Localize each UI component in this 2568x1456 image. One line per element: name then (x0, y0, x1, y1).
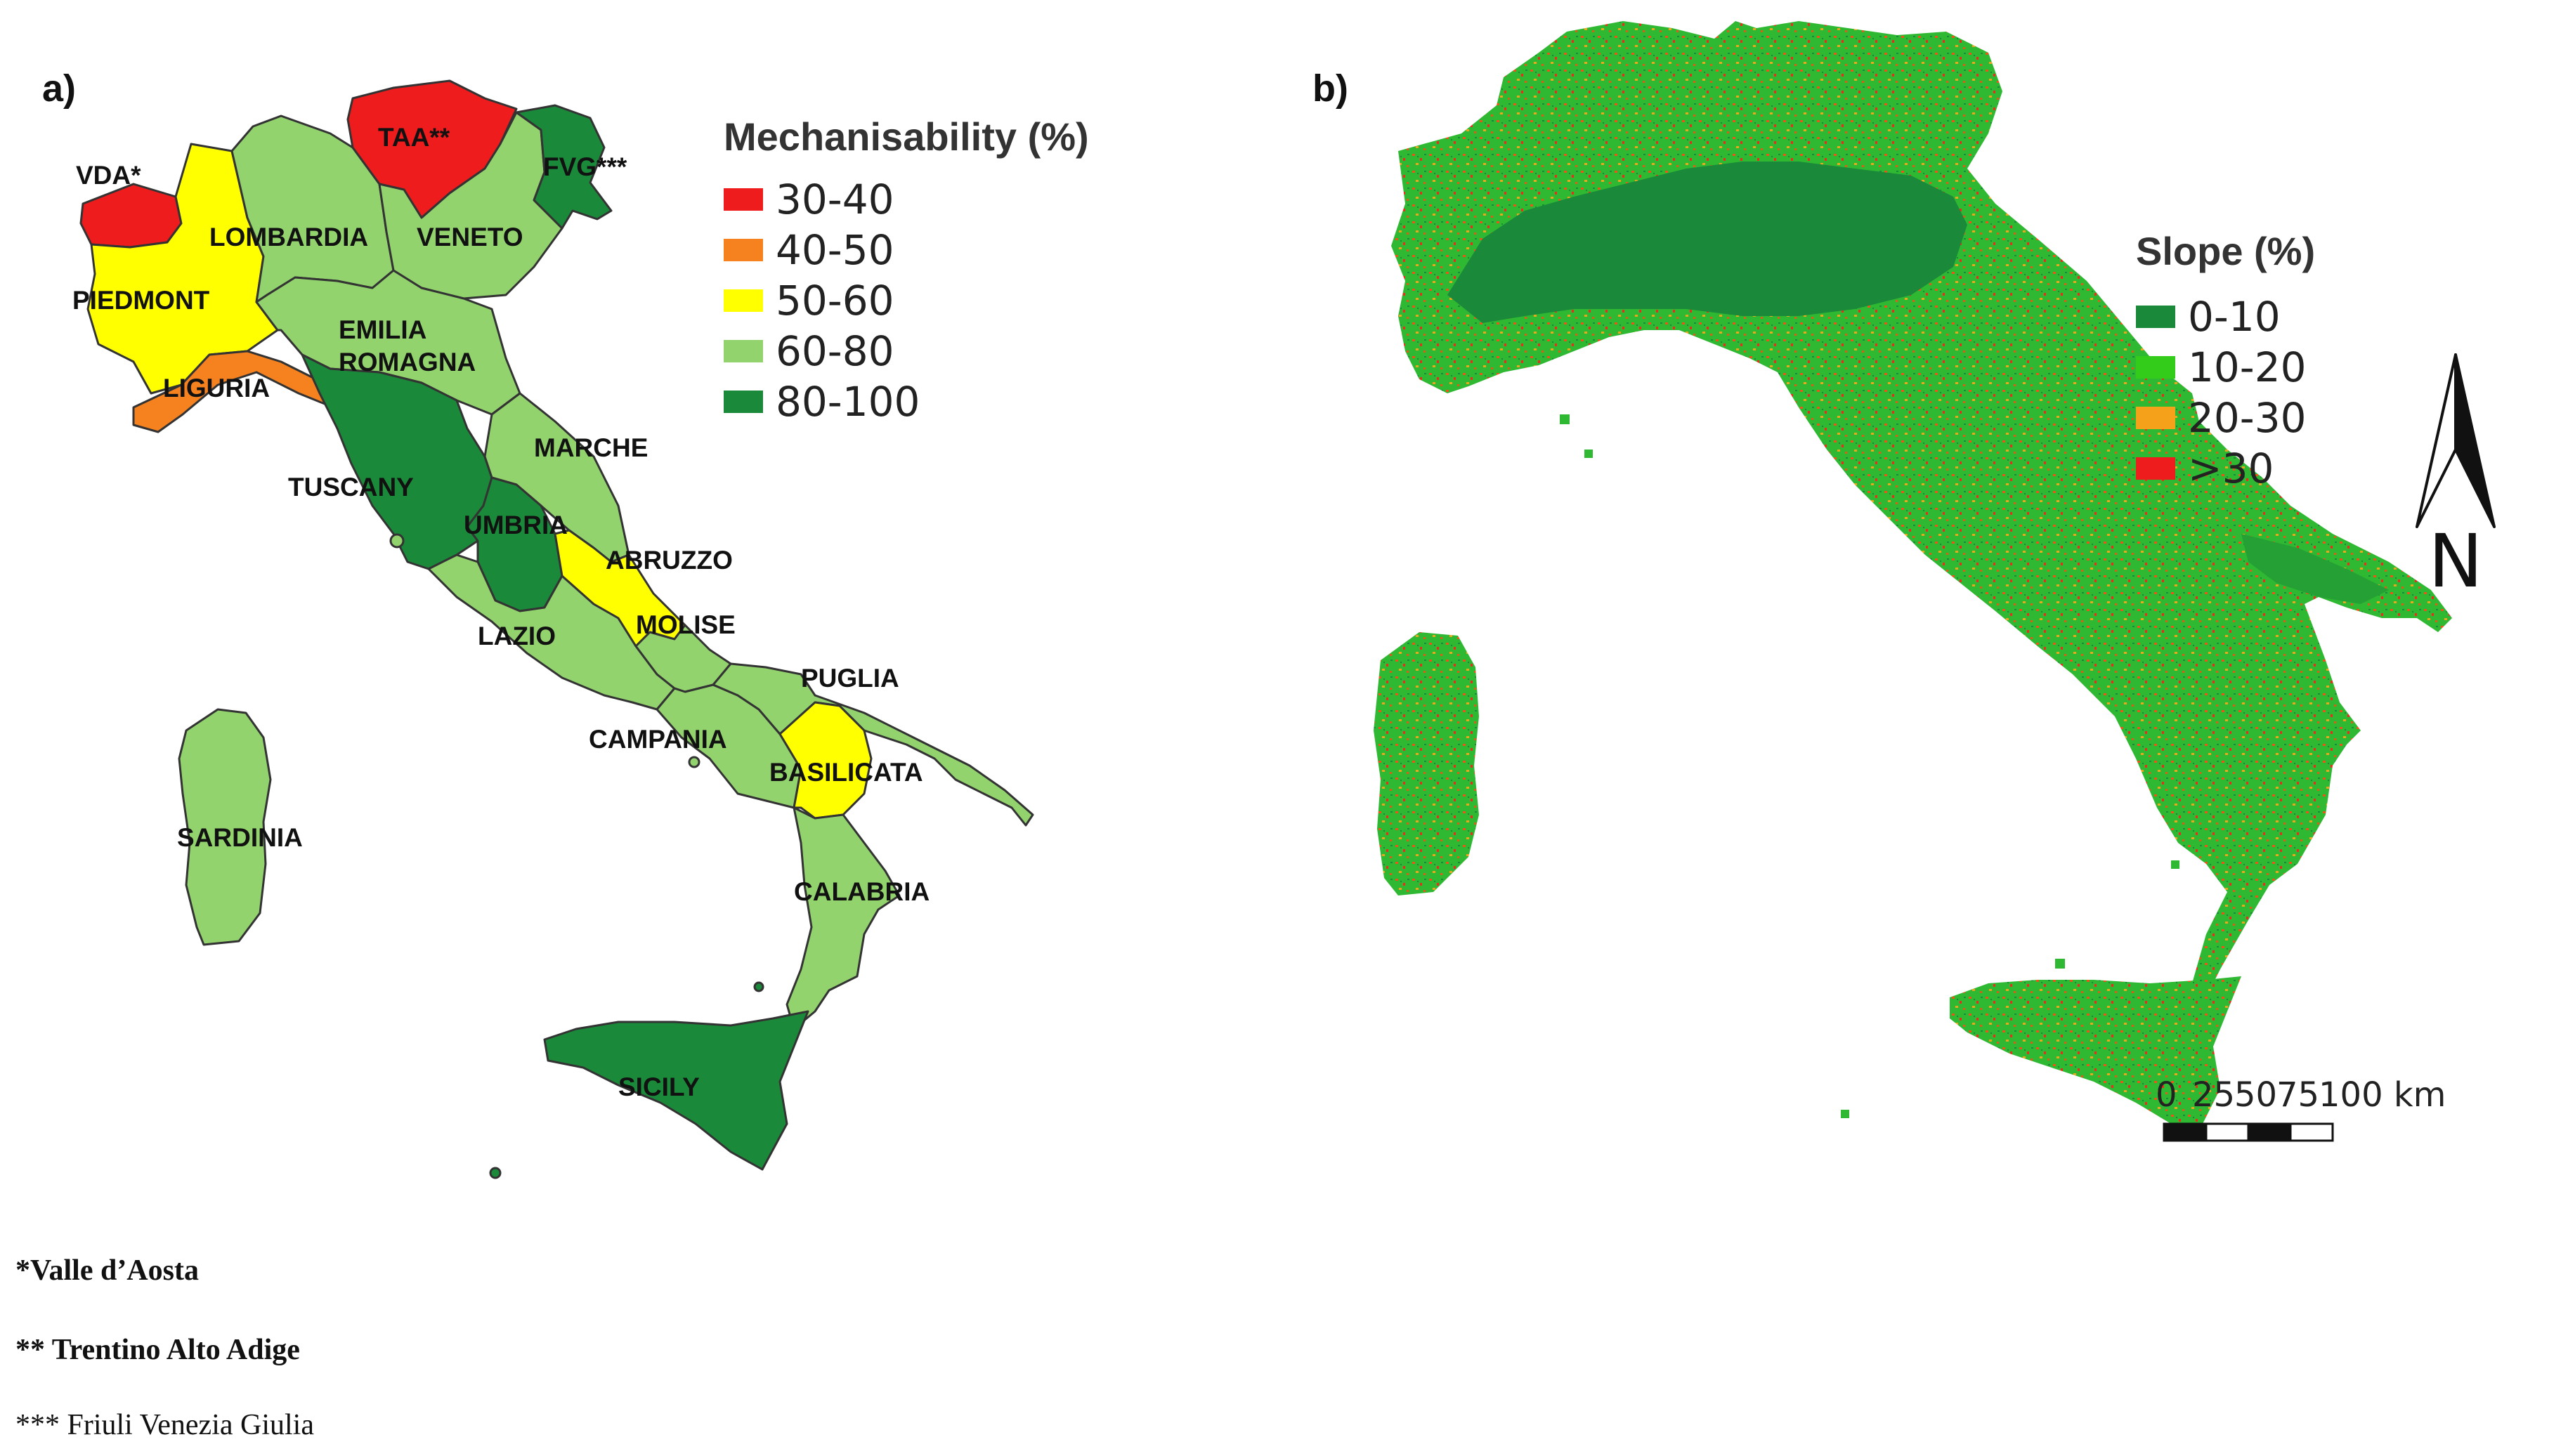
slope-legend-title: Slope (%) (2136, 229, 2316, 273)
slope-legend-swatch (2136, 407, 2175, 429)
slope-legend-label: >30 (2188, 445, 2274, 492)
footnote-vda: *Valle d’Aosta (15, 1254, 199, 1287)
mechanisability-legend-swatch (724, 188, 763, 211)
label-sicily: SICILY (618, 1073, 700, 1101)
mechanisability-legend-swatch (724, 239, 763, 261)
scale-tick-100: 100 km (2319, 1075, 2446, 1115)
slope-legend-item: 0-10 (2136, 291, 2307, 342)
slope-legend-item: 10-20 (2136, 342, 2307, 393)
slope-mainland (1391, 21, 2452, 997)
mechanisability-legend-label: 80-100 (776, 378, 920, 426)
footnote-fvg: *** Friuli Venezia Giulia (15, 1409, 314, 1441)
label-campania: CAMPANIA (589, 725, 727, 754)
scale-tick-75: 75 (2276, 1075, 2319, 1115)
island-pantelleria (489, 1167, 502, 1179)
label-emilia: EMILIA (339, 315, 426, 344)
region-abruzzo (554, 529, 686, 648)
slope-legend-label: 20-30 (2188, 394, 2307, 442)
scale-tick-25: 25 (2192, 1075, 2235, 1115)
mechanisability-legend-title: Mechanisability (%) (724, 114, 1089, 159)
label-vda: VDA* (76, 161, 141, 190)
label-piedmont: PIEDMONT (72, 286, 210, 315)
label-lazio: LAZIO (478, 622, 556, 650)
region-calabria (786, 806, 901, 1030)
mechanisability-map: VDA* TAA** FVG*** LOMBARDIA VENETO PIEDM… (72, 79, 1034, 1179)
north-arrow-icon (2416, 353, 2496, 528)
mechanisability-legend-label: 50-60 (776, 277, 894, 324)
mechanisability-legend-item: 80-100 (724, 376, 920, 427)
label-marche: MARCHE (534, 433, 648, 462)
slope-island-1 (1560, 414, 1570, 424)
panel-b-label: b) (1312, 67, 1348, 110)
slope-legend-label: 0-10 (2188, 293, 2281, 341)
mechanisability-legend-swatch (724, 340, 763, 362)
label-liguria: LIGURIA (163, 374, 270, 402)
mechanisability-legend-label: 60-80 (776, 327, 894, 375)
scale-bar (2163, 1122, 2334, 1142)
slope-island-2 (1584, 450, 1593, 458)
label-veneto: VENETO (417, 223, 523, 251)
slope-island-5 (2171, 860, 2179, 869)
mechanisability-legend-swatch (724, 289, 763, 312)
mechanisability-legend-label: 30-40 (776, 176, 894, 223)
label-lombardia: LOMBARDIA (209, 223, 368, 251)
slope-legend-swatch (2136, 457, 2175, 480)
mechanisability-legend-item: 50-60 (724, 275, 920, 326)
slope-sardinia (1374, 632, 1479, 896)
slope-apulia-plain (2241, 534, 2389, 604)
region-sicily (543, 1010, 809, 1171)
mechanisability-legend-item: 30-40 (724, 174, 920, 225)
slope-legend-item: >30 (2136, 443, 2307, 494)
mechanisability-legend: 30-40 40-50 50-60 60-80 80-100 (724, 174, 920, 427)
scale-tick-0: 0 (2156, 1075, 2177, 1115)
region-sardinia (178, 708, 272, 946)
mechanisability-legend-swatch (724, 391, 763, 413)
label-basilicata: BASILICATA (769, 758, 923, 787)
region-vda (79, 183, 183, 249)
slope-island-4 (1841, 1110, 1849, 1118)
panel-a-label: a) (42, 67, 77, 110)
region-fvg (515, 104, 613, 230)
footnote-taa: ** Trentino Alto Adige (15, 1334, 300, 1366)
mechanisability-legend-item: 40-50 (724, 225, 920, 275)
label-taa: TAA** (378, 123, 450, 152)
scale-tick-50: 50 (2234, 1075, 2277, 1115)
region-basilicata (778, 701, 873, 820)
slope-map: N 0 25 50 75 100 km (1374, 21, 2496, 1142)
label-romagna: ROMAGNA (339, 348, 476, 376)
island-capri (688, 756, 700, 768)
label-tuscany: TUSCANY (288, 473, 414, 501)
region-liguria (132, 350, 326, 433)
north-label: N (2428, 518, 2483, 604)
slope-legend-label: 10-20 (2188, 343, 2307, 391)
slope-legend-swatch (2136, 306, 2175, 328)
label-abruzzo: ABRUZZO (606, 546, 733, 575)
mechanisability-legend-label: 40-50 (776, 226, 894, 274)
slope-legend: 0-10 10-20 20-30 >30 (2136, 291, 2307, 494)
slope-legend-item: 20-30 (2136, 393, 2307, 443)
label-puglia: PUGLIA (801, 664, 899, 693)
slope-po-valley (1447, 162, 1967, 323)
label-calabria: CALABRIA (794, 877, 930, 906)
label-sardinia: SARDINIA (177, 823, 303, 852)
slope-legend-swatch (2136, 356, 2175, 379)
label-umbria: UMBRIA (464, 511, 568, 539)
slope-island-3 (2055, 959, 2065, 969)
island-lipari (753, 981, 764, 992)
slope-sicily (1950, 976, 2241, 1131)
label-molise: MOLISE (636, 610, 736, 639)
island-elba (389, 533, 405, 549)
mechanisability-legend-item: 60-80 (724, 326, 920, 376)
label-fvg: FVG*** (543, 152, 627, 181)
